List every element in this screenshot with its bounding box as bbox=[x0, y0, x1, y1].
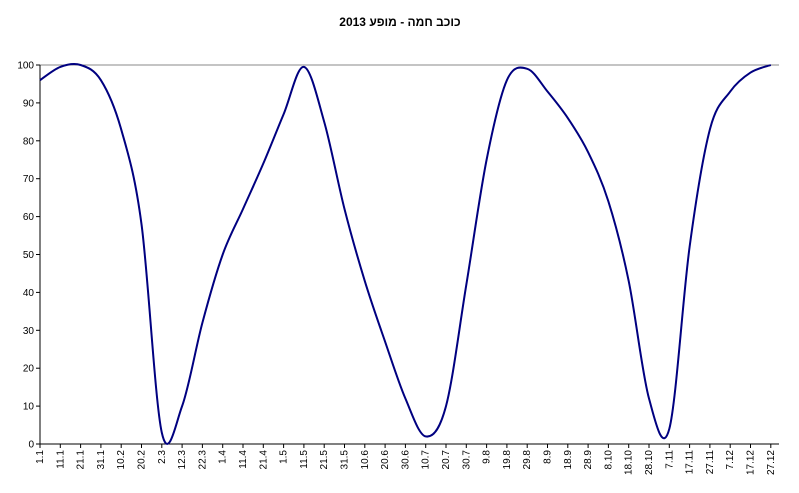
x-tick-label: 21.4 bbox=[258, 450, 269, 470]
x-tick-label: 20.2 bbox=[137, 450, 148, 470]
x-tick-label: 11.5 bbox=[299, 450, 310, 469]
x-tick-label: 11.1 bbox=[55, 450, 66, 469]
y-tick-label: 70 bbox=[23, 174, 35, 185]
x-tick-label: 8.9 bbox=[543, 450, 554, 464]
x-tick-label: 20.6 bbox=[380, 450, 391, 470]
y-tick-label: 40 bbox=[23, 288, 35, 299]
y-tick-label: 0 bbox=[28, 440, 34, 451]
x-tick-label: 21.5 bbox=[319, 450, 330, 470]
x-tick-label: 22.3 bbox=[197, 450, 208, 470]
x-tick-label: 1.1 bbox=[35, 450, 46, 464]
x-tick-label: 10.2 bbox=[116, 450, 127, 470]
x-tick-label: 30.7 bbox=[461, 450, 472, 470]
x-tick-label: 31.1 bbox=[96, 450, 107, 470]
x-tick-label: 27.12 bbox=[766, 450, 777, 475]
x-tick-label: 17.12 bbox=[746, 450, 757, 475]
x-tick-label: 19.8 bbox=[502, 450, 513, 470]
y-tick-label: 100 bbox=[17, 61, 34, 72]
x-tick-label: 8.10 bbox=[603, 450, 614, 470]
x-tick-label: 12.3 bbox=[177, 450, 188, 470]
chart-title: כוכב חמה - מופע 2013 bbox=[339, 15, 460, 29]
y-tick-label: 60 bbox=[23, 212, 35, 223]
x-tick-label: 9.8 bbox=[482, 450, 493, 464]
x-tick-label: 7.11 bbox=[664, 450, 675, 469]
x-tick-label: 28.10 bbox=[644, 450, 655, 475]
x-tick-label: 10.6 bbox=[360, 450, 371, 470]
y-tick-label: 50 bbox=[23, 250, 35, 261]
y-tick-label: 10 bbox=[23, 402, 35, 413]
x-tick-label: 1.4 bbox=[218, 450, 229, 464]
x-tick-label: 7.12 bbox=[725, 450, 736, 470]
x-tick-label: 21.1 bbox=[76, 450, 87, 470]
x-tick-label: 20.7 bbox=[441, 450, 452, 470]
y-tick-label: 90 bbox=[23, 98, 35, 109]
x-tick-label: 1.5 bbox=[279, 450, 290, 464]
x-tick-label: 18.9 bbox=[563, 450, 574, 470]
x-tick-label: 17.11 bbox=[685, 450, 696, 475]
x-tick-label: 27.11 bbox=[705, 450, 716, 475]
x-tick-label: 30.6 bbox=[400, 450, 411, 470]
data-line bbox=[39, 62, 772, 445]
x-tick-label: 28.9 bbox=[583, 450, 594, 470]
x-tick-label: 31.5 bbox=[340, 450, 351, 470]
y-tick-label: 80 bbox=[23, 136, 35, 147]
y-tick-label: 20 bbox=[23, 364, 35, 375]
x-tick-label: 10.7 bbox=[421, 450, 432, 470]
x-tick-label: 11.4 bbox=[238, 450, 249, 469]
x-tick-label: 29.8 bbox=[522, 450, 533, 470]
y-tick-label: 30 bbox=[23, 326, 35, 337]
x-tick-label: 18.10 bbox=[624, 450, 635, 475]
x-tick-label: 2.3 bbox=[157, 450, 168, 464]
